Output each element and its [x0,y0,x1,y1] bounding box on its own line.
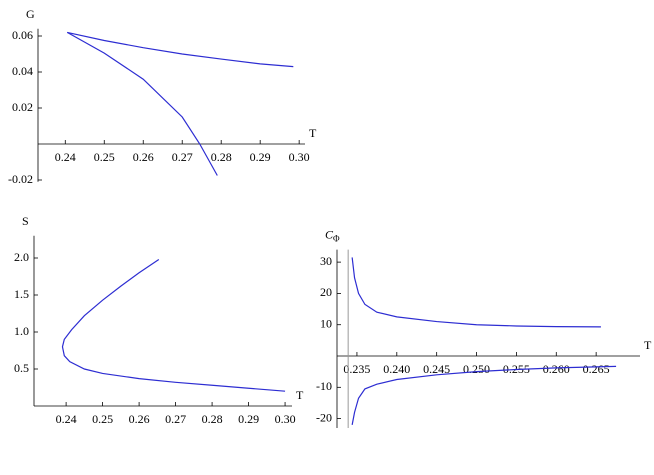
x-tick-label: 0.250 [463,362,490,376]
y-axis-label: S [22,214,29,228]
x-tick-label: 0.28 [202,412,223,426]
x-tick-label: 0.24 [56,412,77,426]
x-axis-label: T [296,388,304,402]
x-tick-label: 0.30 [289,150,310,164]
x-tick-label: 0.26 [133,150,154,164]
x-tick-label: 0.25 [92,412,113,426]
chart: 0.24 0.25 0.26 0.27 0.28 0.29 0.30 0.5 1.0 1.5 2.0… [14,214,304,426]
x-tick-label: 0.29 [250,150,271,164]
x-tick-label: 0.28 [211,150,232,164]
y-tick-label: -20 [316,410,332,424]
x-axis-label: T [644,338,652,352]
y-tick-label: 20 [320,285,332,299]
x-tick-label: 0.265 [583,362,610,376]
y-tick-label: 30 [320,254,332,268]
x-tick-label: 0.26 [129,412,150,426]
y-axis-label-main: G [26,7,35,21]
x-tick-label: 0.30 [275,412,296,426]
y-tick-label: 0.06 [12,28,33,42]
curve [66,31,218,176]
y-axis-label-main: S [22,214,29,228]
x-tick-label: 0.255 [503,362,530,376]
x-tick-label: 0.240 [383,362,410,376]
x-tick-label: 0.29 [238,412,259,426]
chart: 0.24 0.25 0.26 0.27 0.28 0.29 0.30 -0.02 0.02 0.0… [8,7,317,186]
y-axis-label: G [26,7,35,21]
x-tick-label: 0.245 [423,362,450,376]
y-tick-label: 0.5 [14,361,29,375]
x-tick-label: 0.24 [55,150,76,164]
curve [351,365,617,425]
y-tick-label: 1.5 [14,287,29,301]
y-axis-label-sub: Φ [333,234,340,244]
curve [351,257,601,328]
y-tick-label: 10 [320,316,332,330]
chart: 0.235 0.240 0.245 0.250 0.255 0.260 0.265 -20 -1… [316,227,652,428]
x-tick-label: 0.260 [543,362,570,376]
y-axis-label: CΦ [325,227,340,243]
curve [67,31,294,68]
x-tick-label: 0.27 [165,412,186,426]
curve [61,258,286,392]
y-tick-label: -10 [316,379,332,393]
x-axis-label: T [309,126,317,140]
x-tick-label: 0.27 [172,150,193,164]
y-tick-label: 0.04 [12,64,33,78]
x-tick-label: 0.25 [94,150,115,164]
y-tick-label: 0.02 [12,100,33,114]
y-axis-label-main: C [325,227,334,241]
y-tick-label: 2.0 [14,250,29,264]
y-tick-label: 1.0 [14,324,29,338]
y-tick-label: -0.02 [8,172,33,186]
x-tick-label: 0.235 [343,362,370,376]
